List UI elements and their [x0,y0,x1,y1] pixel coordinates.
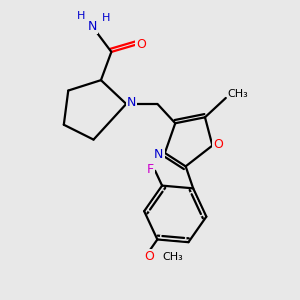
Text: O: O [136,38,146,51]
Text: O: O [144,250,154,263]
Text: CH₃: CH₃ [227,88,248,98]
Text: CH₃: CH₃ [162,252,183,262]
Text: N: N [154,148,164,161]
Text: O: O [213,138,223,151]
Text: F: F [147,163,154,176]
Text: N: N [87,20,97,33]
Text: H: H [77,11,85,21]
Text: N: N [127,96,136,109]
Text: H: H [102,13,110,23]
